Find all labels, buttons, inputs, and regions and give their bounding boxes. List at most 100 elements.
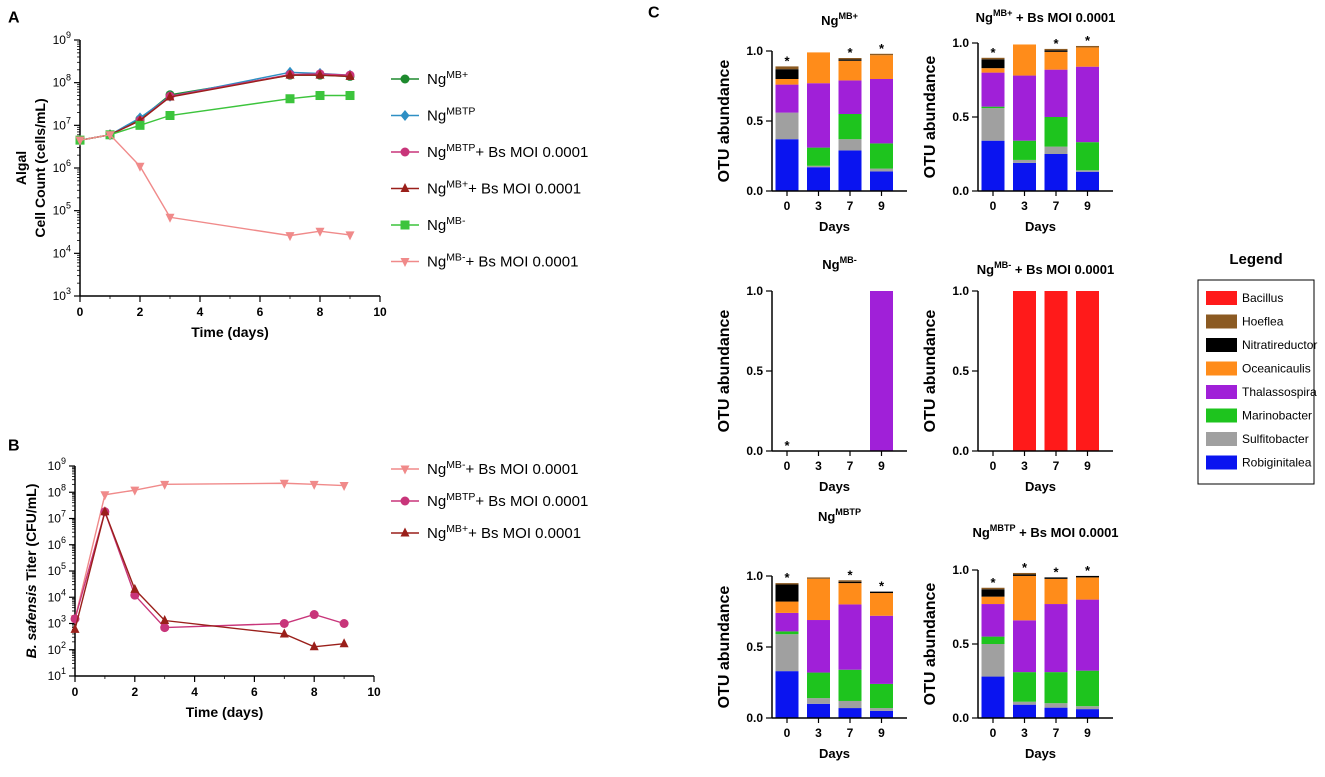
bar-segment-nitratireductor	[1013, 574, 1036, 576]
data-point	[165, 111, 175, 121]
y-tick-label: 108	[48, 482, 66, 499]
significance-star: *	[879, 579, 885, 594]
bar-segment-marinobacter	[1076, 670, 1099, 707]
significance-star: *	[1085, 563, 1091, 578]
panel-label-B: B	[8, 437, 20, 454]
x-tick-label: 2	[137, 305, 144, 319]
bar-segment-robiginitalea	[1044, 154, 1068, 191]
legend-item: Robiginitalea	[1242, 456, 1312, 470]
significance-star: *	[1085, 33, 1091, 48]
series-5	[75, 131, 355, 242]
bar-segment-bacillus	[1044, 291, 1068, 451]
legend-marker	[400, 183, 410, 192]
bar-segment-robiginitalea	[775, 139, 799, 191]
legend-marker	[400, 74, 410, 84]
bar-segment-nitratireductor	[838, 59, 862, 61]
y-axis-label-line2: Cell Count (cells/mL)	[32, 98, 48, 237]
x-tick-label: 7	[1053, 459, 1060, 473]
y-tick-label: 0.0	[746, 184, 763, 198]
data-point	[339, 638, 349, 648]
legend-label: NgMBTP+ Bs MOI 0.0001	[427, 491, 588, 510]
data-point	[345, 231, 355, 241]
bar-segment-oceanicaulis	[1076, 47, 1099, 67]
bar-segment-marinobacter	[1013, 140, 1036, 160]
subplot-title: NgMBTP + Bs MOI 0.0001	[972, 523, 1118, 540]
bar-segment-oceanicaulis	[870, 55, 893, 79]
legend-label: NgMB-+ Bs MOI 0.0001	[427, 459, 578, 478]
bar-segment-thalassospira	[1044, 69, 1068, 117]
x-tick-label: 0	[784, 199, 791, 213]
bar-segment-thalassospira	[1013, 620, 1036, 673]
x-axis-label: Time (days)	[191, 324, 269, 340]
legend-item: Thalassospira	[1242, 385, 1317, 399]
legend-title: Legend	[1229, 251, 1282, 268]
bar-segment-thalassospira	[1044, 604, 1068, 673]
x-tick-label: 3	[815, 726, 822, 740]
y-tick-label: 1.0	[746, 569, 763, 583]
bar-segment-sulfitobacter	[807, 698, 830, 704]
significance-star: *	[879, 41, 885, 56]
bar-segment-sulfitobacter	[870, 168, 893, 172]
y-tick-label: 106	[48, 535, 66, 552]
x-tick-label: 7	[847, 726, 854, 740]
legend-A: NgMB+ NgMBTP NgMBTP+ Bs MOI 0.0001 NgMB++ B…	[391, 69, 588, 271]
data-point	[160, 623, 170, 633]
y-tick-label: 108	[53, 73, 71, 90]
series-line	[79, 134, 351, 237]
significance-star: *	[847, 567, 853, 582]
bar-segment-oceanicaulis	[775, 79, 799, 85]
legend-swatch-marinobacter	[1206, 408, 1237, 423]
y-tick-label: 102	[48, 640, 66, 657]
series-0	[70, 479, 349, 625]
bar-segment-hoeflea	[1076, 45, 1099, 48]
y-tick-label: 0.0	[952, 184, 969, 198]
bar-segment-thalassospira	[1076, 599, 1099, 671]
data-point	[315, 227, 325, 237]
bar-segment-nitratireductor	[775, 69, 799, 79]
subplot-title: NgMB+ + Bs MOI 0.0001	[976, 8, 1116, 25]
x-tick-label: 0	[990, 726, 997, 740]
bar-segment-sulfitobacter	[1044, 703, 1068, 708]
x-tick-label: 9	[878, 726, 885, 740]
y-axis-label: OTU abundance	[922, 583, 939, 706]
bar-segment-thalassospira	[838, 80, 862, 114]
data-point	[75, 136, 85, 146]
legend-marker	[400, 496, 410, 506]
y-tick-label: 103	[53, 286, 71, 303]
legend-swatch-thalassospira	[1206, 385, 1237, 399]
data-point	[309, 480, 319, 490]
x-tick-label: 6	[257, 305, 264, 319]
legend-marker	[400, 110, 410, 121]
bar-segment-nitratireductor	[1044, 577, 1068, 579]
bar-segment-marinobacter	[807, 672, 830, 699]
bar-segment-marinobacter	[1076, 142, 1099, 171]
legend-marker	[400, 465, 410, 475]
legend-item: Hoeflea	[1242, 315, 1284, 329]
legend-swatch-oceanicaulis	[1206, 361, 1237, 376]
legend-item: Oceanicaulis	[1242, 362, 1311, 376]
data-point	[309, 641, 319, 651]
bar-segment-sulfitobacter	[775, 634, 799, 672]
y-axis-label: OTU abundance	[716, 60, 733, 183]
y-tick-label: 0.5	[952, 364, 969, 378]
bar-segment-thalassospira	[807, 620, 830, 673]
significance-star: *	[990, 45, 996, 60]
significance-star: *	[1022, 560, 1028, 575]
bar-segment-oceanicaulis	[775, 601, 799, 613]
data-point	[130, 590, 140, 600]
bar-segment-marinobacter	[807, 147, 830, 166]
bar-segment-marinobacter	[870, 143, 893, 169]
bar-segment-robiginitalea	[807, 167, 830, 191]
y-tick-label: 105	[48, 561, 66, 578]
bar-segment-oceanicaulis	[807, 52, 830, 84]
bar-segment-robiginitalea	[1076, 709, 1099, 718]
bar-segment-nitratireductor	[981, 589, 1005, 597]
x-tick-label: 7	[1053, 199, 1060, 213]
x-tick-label: 7	[847, 199, 854, 213]
bar-segment-thalassospira	[1013, 75, 1036, 141]
bar-segment-robiginitalea	[775, 671, 799, 718]
data-point	[309, 610, 319, 620]
bar-segment-bacillus	[1013, 291, 1036, 451]
bar-segment-robiginitalea	[838, 150, 862, 191]
